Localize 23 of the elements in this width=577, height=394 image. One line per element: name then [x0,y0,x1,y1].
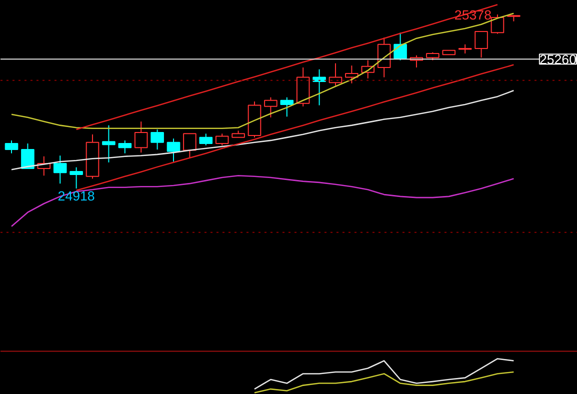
candlestick [458,44,472,54]
candlestick [70,166,83,189]
candlestick [280,96,294,118]
candlestick [490,14,504,34]
candlestick [134,121,148,154]
annotation: 24918 [58,188,95,204]
annotation: 25378 [454,7,492,22]
candlestick [394,32,407,61]
candlestick [166,138,180,162]
candlestick [215,133,229,146]
candlestick [183,133,196,158]
candlestick [4,140,18,154]
candlestick [199,133,213,146]
candlestick [118,140,132,154]
candlestick [312,68,326,106]
candlestick [21,142,34,169]
candlestick [150,128,164,150]
candlestick [474,31,488,58]
candlestick [345,65,358,84]
candlestick [102,124,116,163]
ref-line-label: 25260 [539,52,576,68]
candlestick [264,96,278,118]
candlestick [53,155,67,184]
